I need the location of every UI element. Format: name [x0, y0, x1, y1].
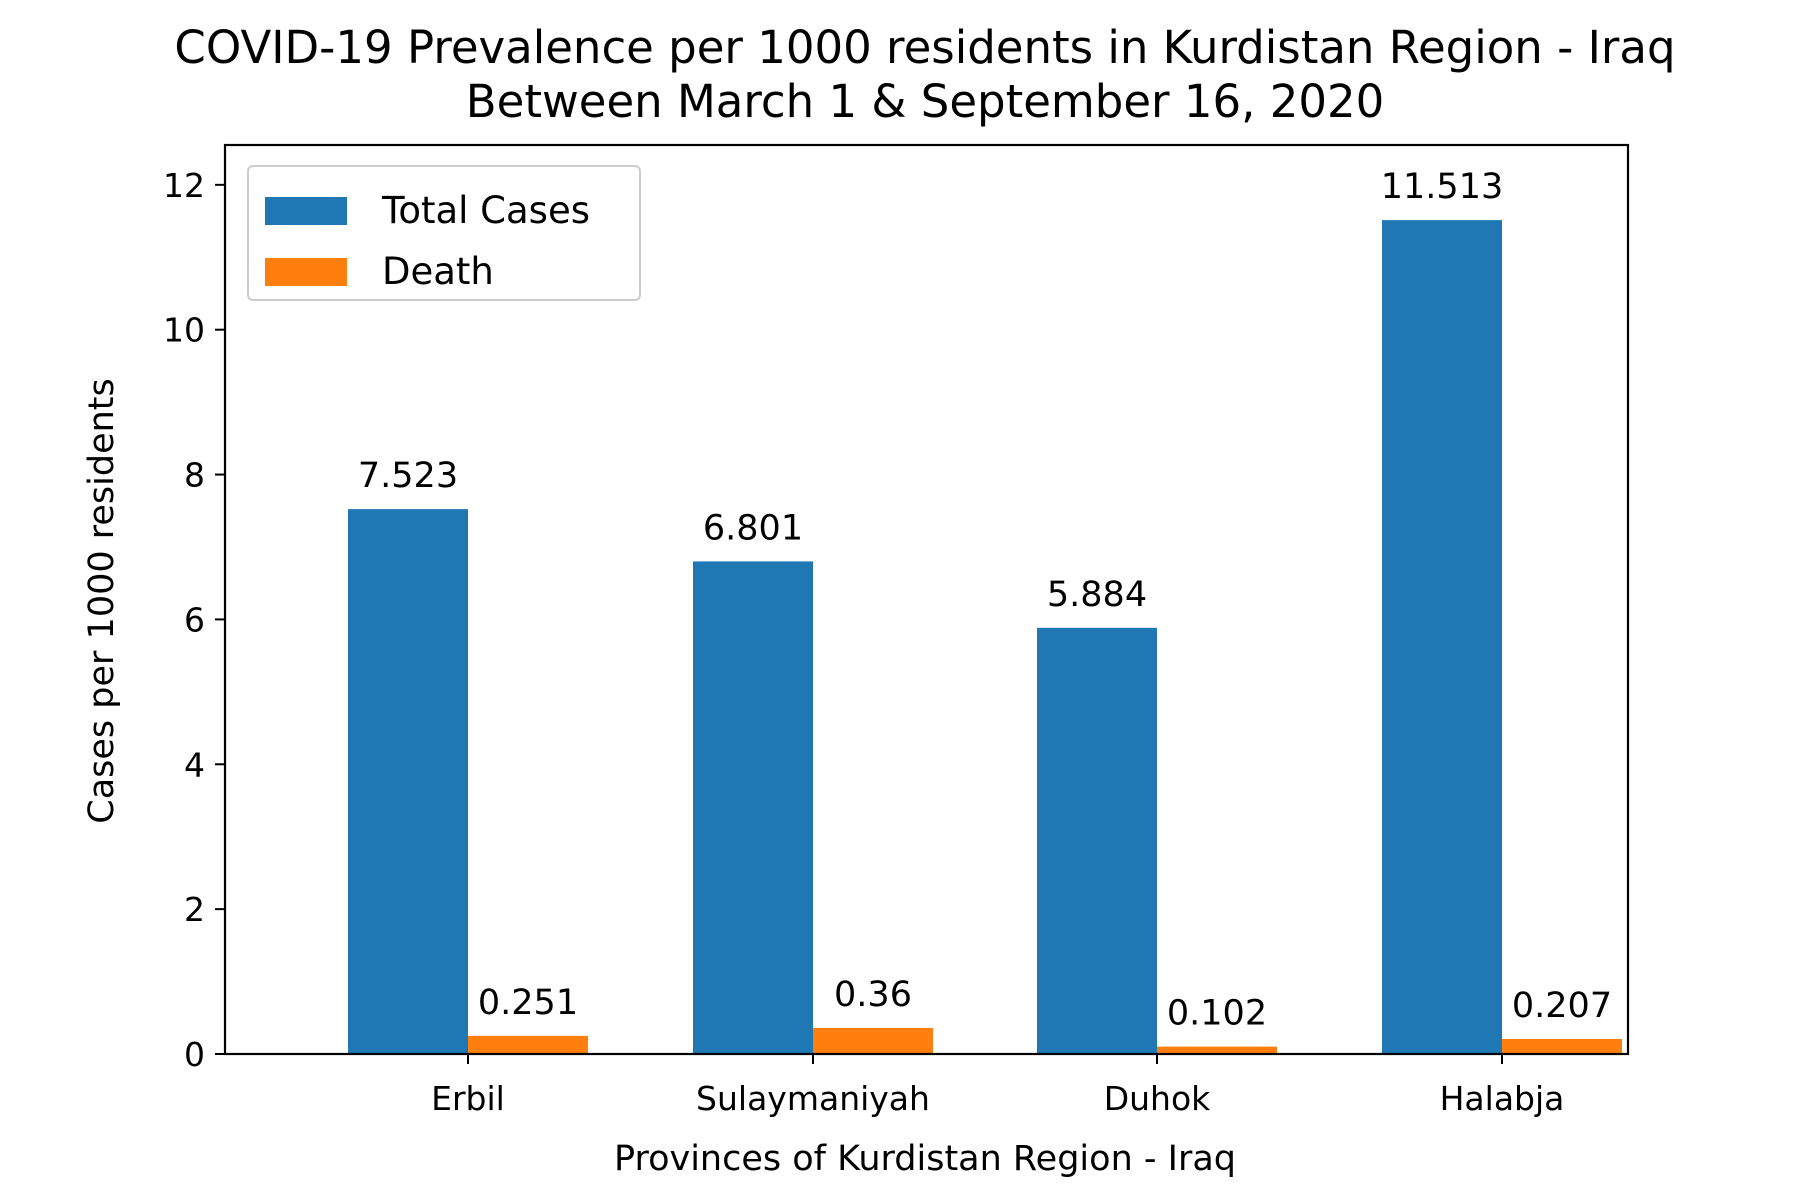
bar-death-sulaymaniyah — [813, 1027, 933, 1054]
y-tick-label: 10 — [163, 311, 205, 350]
plot-frame — [223, 143, 1630, 1056]
y-axis-label: Cases per 1000 residents — [82, 378, 122, 823]
x-tick-label-sulaymaniyah: Sulaymaniyah — [696, 1079, 930, 1118]
y-tick-label: 8 — [184, 456, 205, 495]
legend-label-death: Death — [382, 250, 494, 293]
data-label-death-sulaymaniyah: 0.36 — [834, 975, 912, 1015]
chart-title: COVID-19 Prevalence per 1000 residents i… — [174, 21, 1675, 128]
bar-total-cases-duhok — [1037, 627, 1157, 1054]
legend-swatch-total-cases — [265, 197, 347, 225]
x-tick-label-erbil: Erbil — [431, 1079, 505, 1118]
x-tick-label-duhok: Duhok — [1104, 1079, 1211, 1118]
bar-death-halabja — [1502, 1039, 1622, 1054]
data-label-total-cases-sulaymaniyah: 6.801 — [703, 508, 803, 548]
legend: Total Cases Death — [247, 165, 641, 301]
data-label-total-cases-duhok: 5.884 — [1047, 575, 1147, 615]
data-label-total-cases-erbil: 7.523 — [358, 456, 458, 496]
data-label-death-halabja: 0.207 — [1512, 986, 1612, 1026]
data-label-total-cases-halabja: 11.513 — [1381, 167, 1503, 207]
bar-total-cases-sulaymaniyah — [693, 561, 813, 1054]
y-tick-label: 4 — [184, 745, 205, 784]
bar-total-cases-halabja — [1382, 220, 1502, 1054]
bar-death-erbil — [468, 1035, 588, 1054]
data-label-death-duhok: 0.102 — [1167, 994, 1267, 1034]
x-axis-label: Provinces of Kurdistan Region - Iraq — [614, 1139, 1236, 1179]
bar-death-duhok — [1157, 1046, 1277, 1054]
y-tick-label: 0 — [184, 1035, 205, 1074]
legend-label-total-cases: Total Cases — [381, 189, 590, 232]
y-tick-label: 6 — [184, 600, 205, 639]
y-tick-label: 2 — [184, 890, 205, 929]
chart-title-line-2: Between March 1 & September 16, 2020 — [466, 75, 1384, 128]
bars-layer — [348, 220, 1622, 1054]
bar-total-cases-erbil — [348, 509, 468, 1054]
data-label-death-erbil: 0.251 — [478, 983, 578, 1023]
chart-title-line-1: COVID-19 Prevalence per 1000 residents i… — [174, 21, 1675, 74]
legend-swatch-death — [265, 258, 347, 286]
axes-layer: 0 2 4 6 8 10 12 Erbil Sulaymaniyah Duhok Halabja — [163, 143, 1630, 1118]
data-labels-layer: 7.523 6.801 5.884 11.513 0.251 0.36 0.102 0.207 — [358, 167, 1612, 1034]
x-tick-label-halabja: Halabja — [1440, 1079, 1565, 1118]
y-tick-label: 12 — [163, 166, 205, 205]
